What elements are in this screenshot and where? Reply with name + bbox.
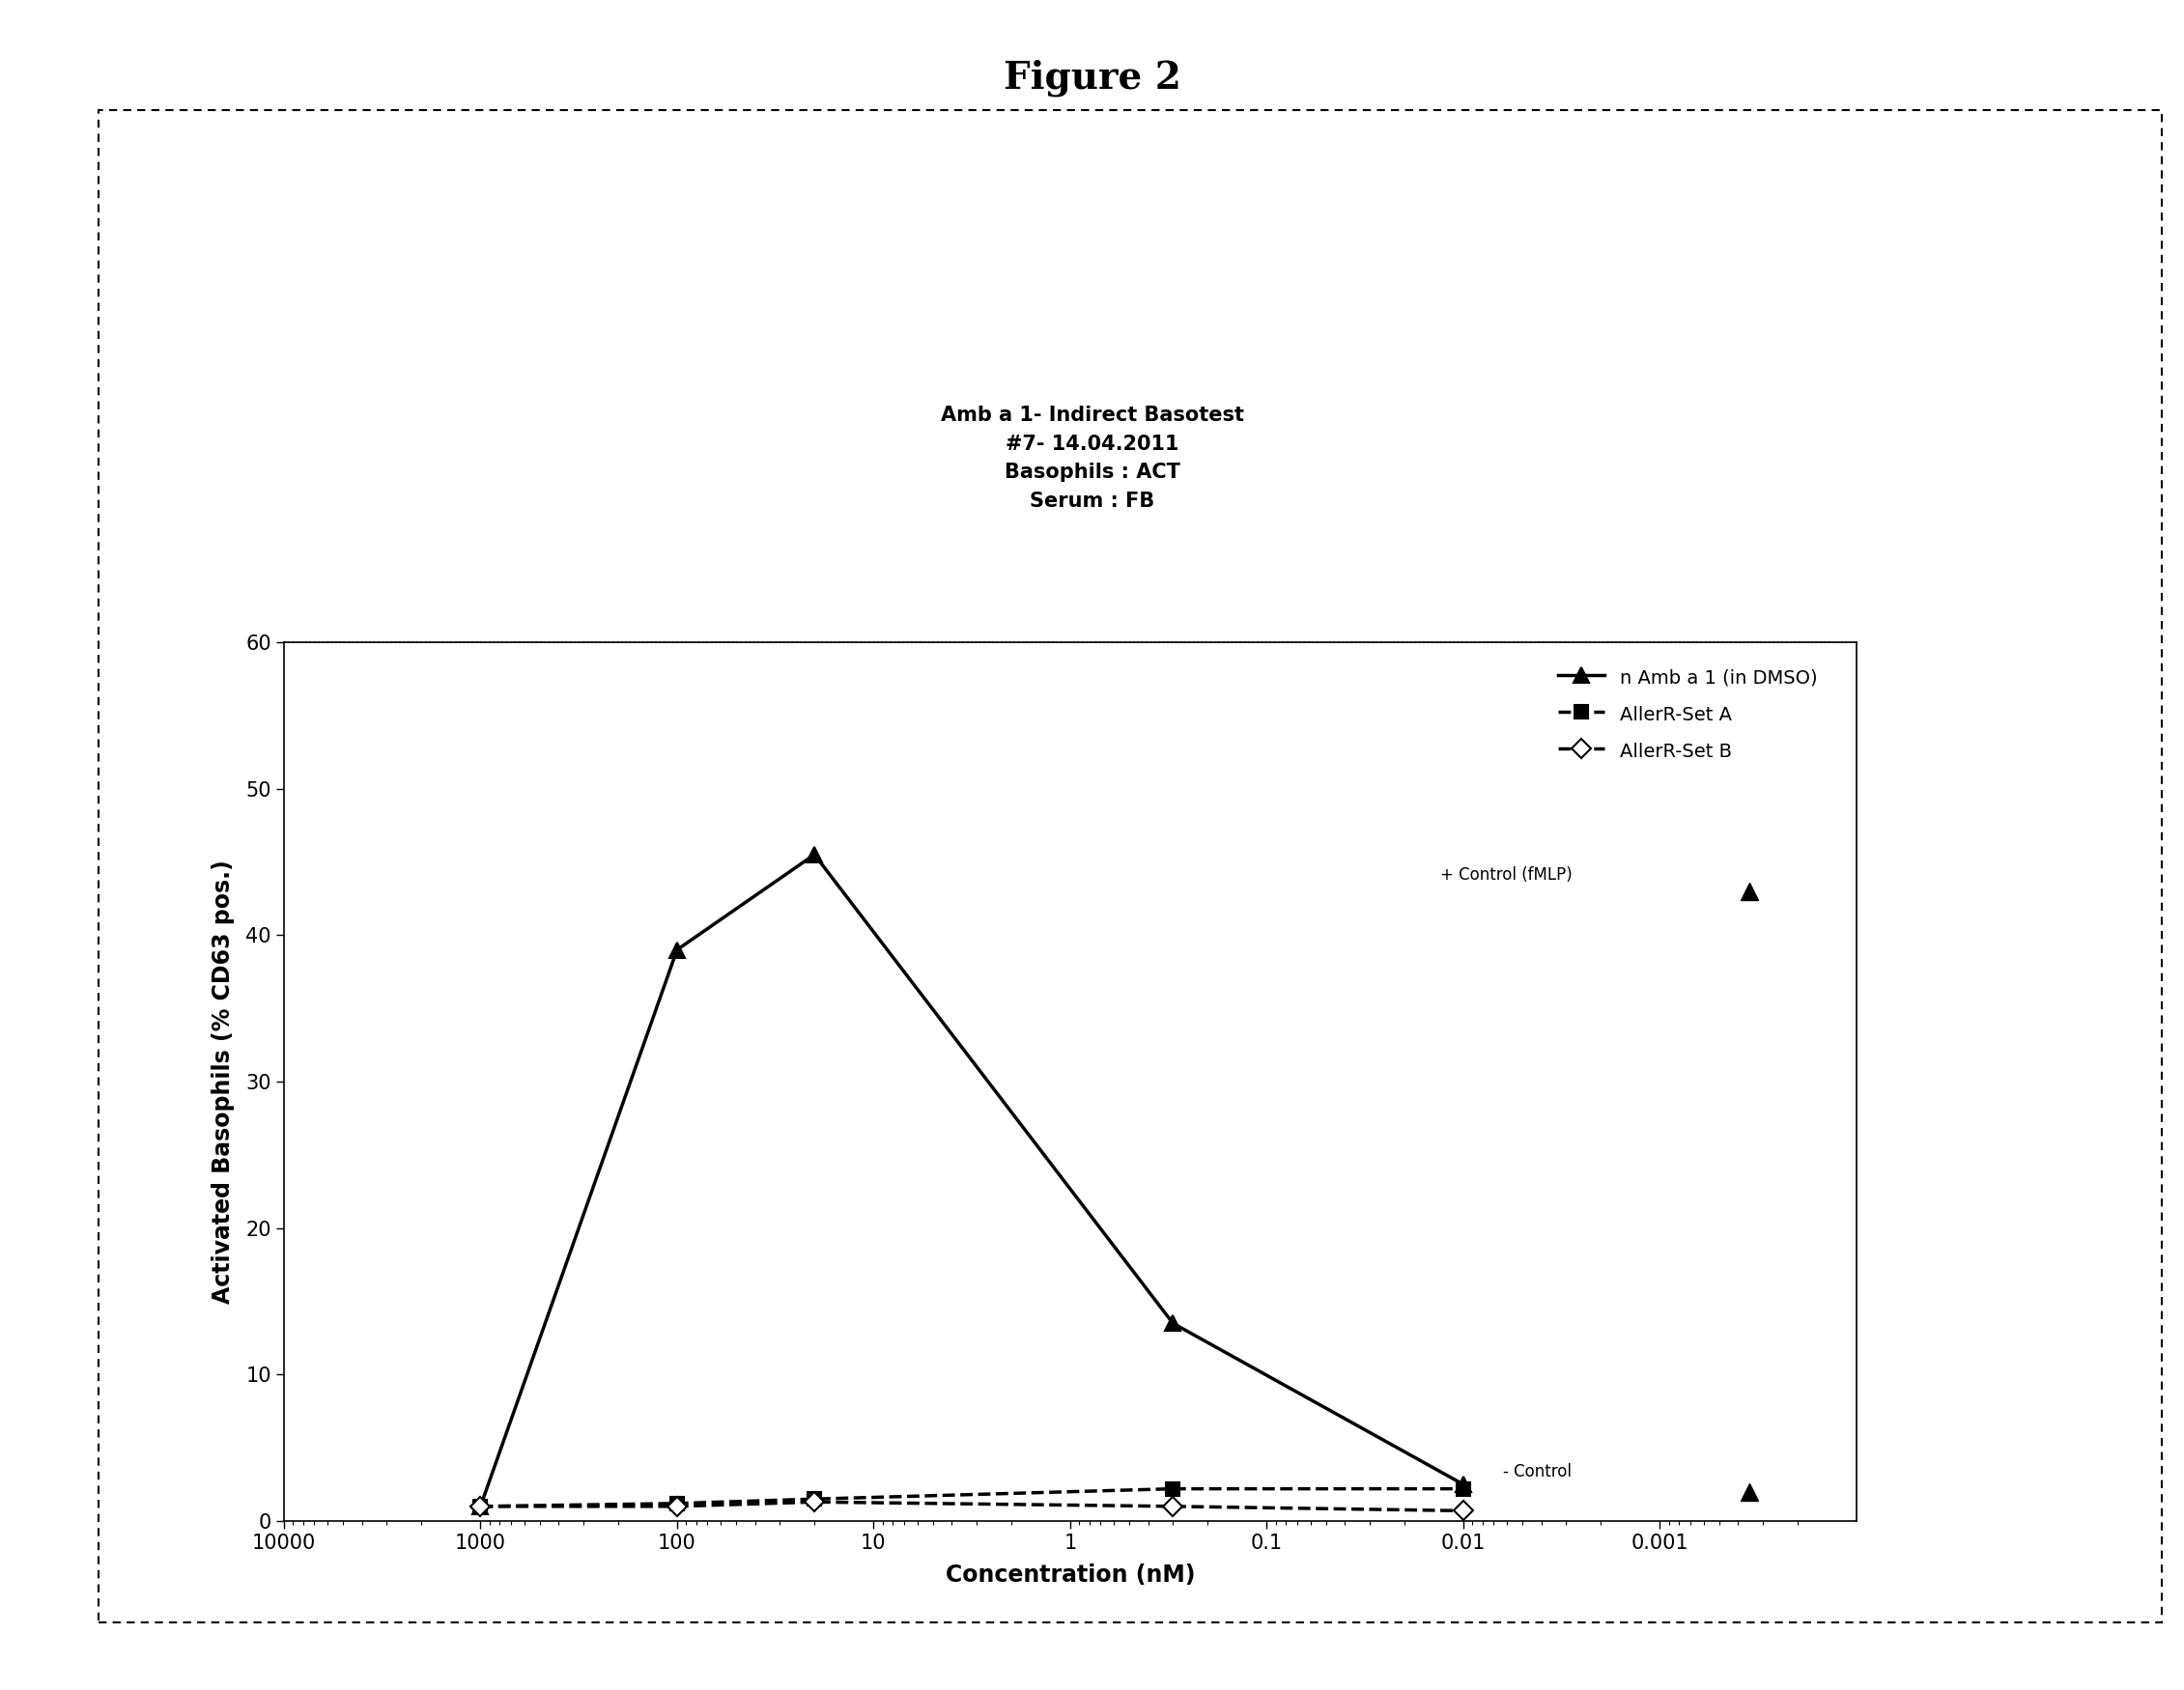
Text: Figure 2: Figure 2: [1002, 59, 1182, 96]
Line: n Amb a 1 (in DMSO): n Amb a 1 (in DMSO): [472, 847, 1472, 1514]
AllerR-Set A: [1450, 1479, 1476, 1499]
Line: AllerR-Set A: AllerR-Set A: [474, 1482, 1470, 1513]
AllerR-Set B: [1160, 1496, 1186, 1516]
n Amb a 1 (in DMSO): [664, 940, 690, 960]
AllerR-Set A: [802, 1489, 828, 1509]
AllerR-Set A: [1160, 1479, 1186, 1499]
AllerR-Set B: [664, 1496, 690, 1516]
Y-axis label: Activated Basophils (% CD63 pos.): Activated Basophils (% CD63 pos.): [212, 860, 234, 1303]
AllerR-Set B: [802, 1492, 828, 1513]
Text: Amb a 1- Indirect Basotest
#7- 14.04.2011
Basophils : ACT
Serum : FB: Amb a 1- Indirect Basotest #7- 14.04.201…: [941, 406, 1243, 510]
AllerR-Set B: [467, 1496, 494, 1516]
AllerR-Set B: [1450, 1501, 1476, 1521]
Text: - Control: - Control: [1503, 1462, 1572, 1480]
n Amb a 1 (in DMSO): [802, 845, 828, 865]
AllerR-Set A: [664, 1494, 690, 1514]
Line: AllerR-Set B: AllerR-Set B: [474, 1496, 1470, 1518]
n Amb a 1 (in DMSO): [467, 1496, 494, 1516]
Text: + Control (fMLP): + Control (fMLP): [1439, 867, 1572, 884]
Legend: n Amb a 1 (in DMSO), AllerR-Set A, AllerR-Set B: n Amb a 1 (in DMSO), AllerR-Set A, Aller…: [1551, 659, 1826, 767]
n Amb a 1 (in DMSO): [1160, 1313, 1186, 1333]
AllerR-Set A: [467, 1496, 494, 1516]
X-axis label: Concentration (nM): Concentration (nM): [946, 1563, 1195, 1587]
n Amb a 1 (in DMSO): [1450, 1474, 1476, 1494]
